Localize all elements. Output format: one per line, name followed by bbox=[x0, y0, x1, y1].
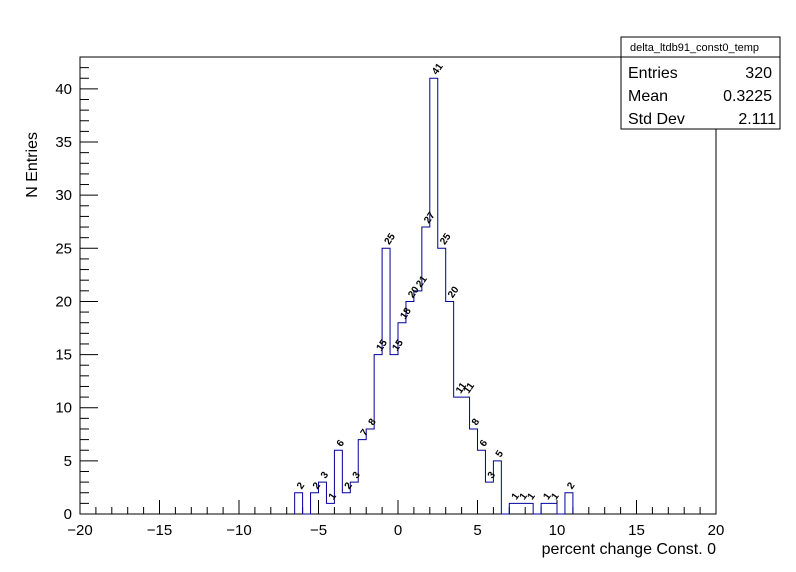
stats-mean-label: Mean bbox=[628, 88, 668, 105]
histogram-bin bbox=[382, 248, 390, 514]
histogram-bin bbox=[342, 493, 350, 514]
histogram-bin bbox=[414, 291, 422, 514]
histogram-bin bbox=[478, 450, 486, 514]
histogram-bin bbox=[374, 355, 382, 514]
stats-box-title: delta_ltdb91_const0_temp bbox=[630, 42, 759, 54]
histogram-bin bbox=[470, 429, 478, 514]
bin-count-label: 15 bbox=[375, 338, 391, 354]
x-tick-label: 0 bbox=[394, 522, 402, 539]
bin-count-label: 6 bbox=[478, 438, 490, 449]
histogram-bin bbox=[493, 461, 501, 514]
histogram-bin bbox=[406, 301, 414, 514]
stats-stddev-label: Std Dev bbox=[628, 111, 685, 128]
bin-count-label: 7 bbox=[359, 427, 371, 438]
bin-count-label: 2 bbox=[565, 480, 577, 491]
y-tick-label: 40 bbox=[55, 81, 72, 98]
histogram-bin bbox=[311, 493, 319, 514]
y-tick-label: 25 bbox=[55, 240, 72, 257]
x-tick-label: 10 bbox=[549, 522, 566, 539]
histogram-outline bbox=[294, 77, 574, 515]
bin-count-label: 20 bbox=[446, 284, 462, 300]
bin-count-label: 3 bbox=[351, 470, 363, 481]
stats-mean-value: 0.3225 bbox=[723, 88, 772, 105]
stats-entries-label: Entries bbox=[628, 65, 678, 82]
y-axis-title: N Entries bbox=[24, 132, 41, 198]
bin-count-label: 8 bbox=[470, 416, 482, 427]
y-tick-label: 15 bbox=[55, 347, 72, 364]
histogram-bin bbox=[390, 355, 398, 514]
x-tick-label: −5 bbox=[310, 522, 327, 539]
histogram-bin bbox=[485, 482, 493, 514]
bin-count-label: 8 bbox=[367, 416, 379, 427]
bin-count-label: 27 bbox=[422, 210, 438, 226]
y-tick-label: 35 bbox=[55, 134, 72, 151]
bin-count-label: 25 bbox=[438, 231, 454, 247]
histogram-bin bbox=[525, 503, 533, 514]
bin-count-label: 6 bbox=[335, 438, 347, 449]
stats-stddev-value: 2.111 bbox=[738, 111, 776, 128]
histogram-bin bbox=[430, 78, 438, 514]
x-tick-label: −10 bbox=[226, 522, 251, 539]
bin-count-label: 1 bbox=[518, 491, 530, 502]
y-tick-label: 10 bbox=[55, 400, 72, 417]
bin-count-label: 1 bbox=[526, 491, 538, 502]
histogram-bin bbox=[541, 503, 549, 514]
bin-count-label: 2 bbox=[343, 480, 355, 491]
histogram-bin bbox=[446, 301, 454, 514]
x-tick-label: −15 bbox=[147, 522, 172, 539]
histogram-bin bbox=[509, 503, 517, 514]
bin-count-label: 1 bbox=[542, 491, 554, 502]
bin-count-label: 5 bbox=[494, 448, 506, 459]
bin-count-label: 25 bbox=[383, 231, 399, 247]
y-tick-label: 0 bbox=[64, 506, 72, 523]
bin-count-label: 15 bbox=[390, 338, 406, 354]
y-tick-label: 20 bbox=[55, 293, 72, 310]
x-axis-title: percent change Const. 0 bbox=[542, 541, 716, 558]
bin-count-label: 3 bbox=[486, 470, 498, 481]
bin-count-label: 2 bbox=[311, 480, 323, 491]
histogram-bin bbox=[422, 227, 430, 514]
stats-entries-value: 320 bbox=[745, 65, 772, 82]
bin-count-label: 2 bbox=[295, 480, 307, 491]
bin-count-label: 1 bbox=[549, 491, 561, 502]
stats-box: delta_ltdb91_const0_temp Entries 320 Mea… bbox=[620, 36, 781, 130]
y-tick-label: 5 bbox=[64, 453, 72, 470]
y-tick-label: 30 bbox=[55, 187, 72, 204]
x-tick-label: −20 bbox=[67, 522, 92, 539]
bin-count-label: 1 bbox=[327, 491, 339, 502]
bin-count-label: 3 bbox=[319, 470, 331, 481]
histogram-bin bbox=[517, 503, 525, 514]
histogram-bin bbox=[565, 493, 573, 514]
bin-count-label: 21 bbox=[414, 274, 430, 290]
bin-count-label: 1 bbox=[510, 491, 522, 502]
x-tick-label: 5 bbox=[473, 522, 481, 539]
x-tick-label: 20 bbox=[708, 522, 725, 539]
bin-count-label: 41 bbox=[430, 61, 446, 77]
histogram-bin bbox=[454, 397, 462, 514]
histogram-bin bbox=[438, 248, 446, 514]
x-tick-label: 15 bbox=[628, 522, 645, 539]
histogram-bin bbox=[326, 503, 334, 514]
histogram-bin bbox=[462, 397, 470, 514]
bin-count-label: 18 bbox=[398, 306, 414, 322]
histogram-bin bbox=[334, 450, 342, 514]
histogram-bin bbox=[295, 493, 303, 514]
histogram-bin bbox=[549, 503, 557, 514]
histogram-bin bbox=[366, 429, 374, 514]
